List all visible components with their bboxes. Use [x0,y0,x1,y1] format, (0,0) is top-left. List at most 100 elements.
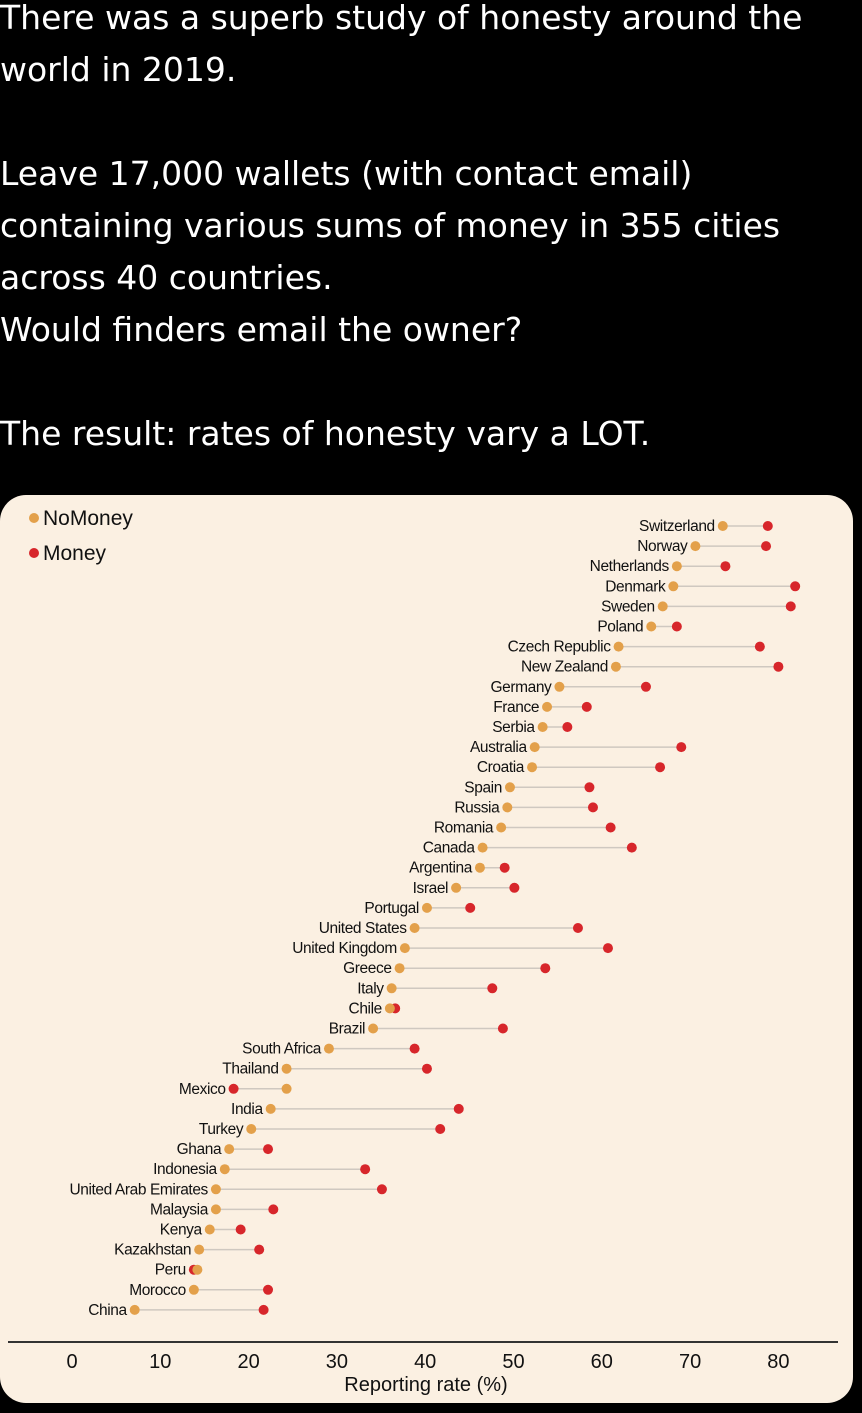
nomoney-point [386,983,397,994]
money-point [258,1304,269,1315]
nomoney-point [502,802,513,813]
nomoney-point [192,1264,203,1275]
nomoney-point [409,923,420,933]
nomoney-point [657,601,668,612]
legend-money-marker [29,548,39,558]
country-label: Ghana [177,1141,222,1158]
money-point [228,1083,239,1094]
country-label: Turkey [199,1121,244,1138]
country-label: United Kingdom [292,940,397,957]
money-point [540,963,551,974]
country-label: Brazil [329,1021,365,1038]
post-line: Would finders email the owner? [0,310,523,349]
nomoney-point [496,822,507,833]
nomoney-point [224,1144,235,1155]
x-tick-label: 50 [502,1351,524,1373]
country-label: Greece [343,960,391,977]
nomoney-point [194,1244,205,1255]
legend-nomoney-marker [29,513,39,523]
money-point [605,822,616,833]
chart-card: NoMoney Money Switzerland Norway Netherlands… [0,495,853,1403]
money-point [409,1043,420,1054]
money-point [465,902,476,913]
nomoney-point [477,842,488,853]
post-text: There was a superb study of honesty arou… [0,0,862,512]
nomoney-point [399,943,410,954]
country-label: Kenya [160,1222,203,1239]
money-point [499,862,510,873]
legend-money-label: Money [43,542,107,565]
money-point [773,661,784,672]
money-point [235,1224,246,1235]
nomoney-point [529,742,540,753]
country-label: Mexico [179,1081,226,1098]
nomoney-point [246,1124,257,1134]
x-axis-title: Reporting rate (%) [344,1374,507,1396]
country-label: Switzerland [639,518,715,535]
x-tick-label: 20 [237,1351,259,1373]
nomoney-point [554,681,565,692]
money-point [263,1144,274,1155]
x-tick-label: 40 [414,1351,436,1373]
money-point [268,1204,279,1215]
nomoney-point [188,1284,199,1295]
country-label: Thailand [222,1061,278,1078]
money-point [762,521,773,531]
money-point [640,681,651,692]
money-point [587,802,598,813]
country-label: Peru [155,1262,186,1279]
money-point [626,842,637,853]
country-label: China [88,1302,127,1319]
x-tick-label: 60 [591,1351,613,1373]
x-tick-label: 70 [679,1351,701,1373]
country-label: Spain [464,779,502,796]
nomoney-point [129,1304,140,1315]
country-label: Russia [454,799,500,816]
post-line: The result: rates of honesty vary a LOT. [0,414,651,453]
nomoney-point [219,1164,230,1175]
money-point [584,782,595,793]
country-label: Malaysia [150,1201,209,1218]
post-paragraph: Leave 17,000 wallets (with contact email… [0,148,862,356]
money-point [435,1124,446,1134]
money-point [562,722,573,732]
nomoney-point [613,641,624,652]
nomoney-point [368,1023,379,1034]
x-tick-label: 0 [66,1351,77,1373]
country-label: New Zealand [521,659,608,676]
money-point [602,943,613,954]
post-line: There was a superb study of honesty arou… [0,0,803,89]
nomoney-point [281,1063,292,1074]
country-label: Romania [434,820,494,837]
country-label: Sweden [601,598,655,615]
country-label: France [493,699,539,716]
money-point [671,621,682,632]
nomoney-point [646,621,657,632]
money-point [254,1244,265,1255]
country-label: Serbia [492,719,535,736]
legend-nomoney-label: NoMoney [43,507,133,530]
nomoney-point [210,1184,221,1195]
country-label: Italy [357,980,384,997]
post-paragraph: There was a superb study of honesty arou… [0,0,862,96]
country-label: South Africa [242,1041,322,1058]
nomoney-point [537,722,548,732]
country-label: Czech Republic [508,639,612,656]
country-label: Morocco [129,1282,186,1299]
nomoney-point [671,561,682,572]
dumbbell-chart: NoMoney Money Switzerland Norway Netherlands… [8,507,838,1396]
country-label: India [231,1101,263,1118]
country-label: Kazakhstan [114,1242,191,1259]
country-label: Argentina [409,860,473,877]
country-label: Chile [349,1000,382,1017]
nomoney-point [281,1083,292,1094]
country-label: Portugal [364,900,419,917]
nomoney-point [265,1103,276,1114]
nomoney-point [474,862,485,873]
country-label: Israel [413,880,449,897]
money-point [720,561,731,572]
nomoney-point [690,541,701,552]
nomoney-point [451,882,462,893]
country-label: Netherlands [590,558,670,575]
money-point [360,1164,371,1175]
